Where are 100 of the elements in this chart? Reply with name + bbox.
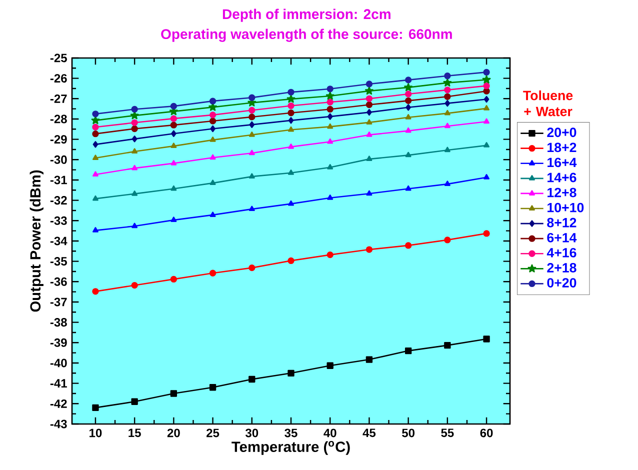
y-tick-label: -29 bbox=[50, 135, 67, 144]
point bbox=[483, 68, 490, 76]
y-tick-label: -26 bbox=[50, 74, 67, 83]
point bbox=[248, 206, 255, 212]
legend-label: 18+2 bbox=[548, 142, 576, 152]
point bbox=[404, 90, 412, 98]
point bbox=[366, 356, 373, 363]
point bbox=[249, 121, 255, 128]
point bbox=[327, 138, 334, 144]
point bbox=[286, 94, 296, 103]
point bbox=[444, 122, 450, 128]
point bbox=[405, 152, 412, 158]
point bbox=[483, 88, 490, 94]
point bbox=[288, 144, 294, 149]
point bbox=[248, 94, 256, 101]
point bbox=[288, 88, 294, 96]
point bbox=[326, 362, 334, 369]
x-tick-label: 20 bbox=[167, 428, 180, 438]
x-tick-label: 15 bbox=[128, 428, 141, 438]
point bbox=[326, 86, 334, 92]
point bbox=[248, 376, 256, 383]
point bbox=[170, 142, 177, 148]
point bbox=[288, 200, 294, 206]
point bbox=[444, 100, 450, 107]
point bbox=[327, 194, 334, 200]
y-tick-label: -33 bbox=[50, 216, 67, 225]
legend-label: 20+0 bbox=[547, 128, 576, 138]
legend-label: 0+20 bbox=[547, 278, 576, 288]
point bbox=[484, 105, 490, 110]
y-tick-label: -40 bbox=[50, 358, 67, 368]
x-tick-label: 40 bbox=[324, 428, 336, 438]
point bbox=[248, 114, 256, 120]
y-tick-label: -34 bbox=[50, 236, 68, 246]
x-tick-label: 60 bbox=[480, 428, 493, 438]
point bbox=[209, 384, 216, 391]
point bbox=[444, 342, 451, 349]
point bbox=[288, 170, 294, 175]
y-tick-label: -32 bbox=[50, 196, 67, 205]
point bbox=[288, 257, 294, 264]
point bbox=[92, 110, 99, 118]
point bbox=[366, 80, 373, 88]
point bbox=[288, 117, 294, 124]
point bbox=[131, 125, 138, 132]
chart-subtitle: Operating wavelength of the source: 660nm bbox=[161, 28, 452, 42]
point bbox=[366, 95, 373, 102]
point bbox=[326, 106, 334, 113]
point bbox=[406, 104, 411, 111]
point bbox=[92, 171, 98, 176]
point bbox=[288, 370, 294, 376]
point bbox=[405, 185, 412, 191]
x-tick-label: 55 bbox=[441, 428, 454, 438]
point bbox=[366, 108, 372, 116]
point bbox=[484, 174, 490, 180]
point bbox=[288, 102, 294, 110]
y-tick-label: -31 bbox=[50, 176, 67, 184]
y-tick-label: -42 bbox=[50, 399, 67, 408]
point bbox=[92, 124, 99, 130]
point bbox=[405, 114, 412, 120]
point bbox=[170, 216, 177, 222]
point bbox=[132, 190, 138, 196]
y-tick-label: -43 bbox=[50, 420, 67, 428]
point bbox=[210, 212, 216, 217]
legend-label: 4+16 bbox=[546, 248, 576, 258]
point bbox=[484, 96, 490, 103]
point bbox=[288, 126, 294, 132]
point bbox=[327, 123, 334, 129]
point bbox=[170, 276, 178, 283]
legend-label: 12+8 bbox=[548, 188, 576, 198]
legend-label: 10+10 bbox=[548, 202, 584, 212]
point bbox=[92, 404, 99, 412]
legend-label: 16+4 bbox=[548, 158, 577, 168]
point bbox=[92, 141, 98, 148]
point bbox=[132, 164, 138, 170]
y-tick-label: -35 bbox=[50, 257, 67, 266]
y-tick-label: -30 bbox=[50, 155, 67, 164]
y-tick-label: -36 bbox=[50, 277, 67, 286]
y-tick-label: -27 bbox=[50, 94, 67, 103]
point bbox=[209, 270, 216, 276]
point bbox=[170, 102, 178, 110]
point bbox=[248, 173, 255, 179]
y-tick-label: -41 bbox=[50, 379, 67, 388]
x-tick-label: 35 bbox=[284, 428, 298, 438]
point bbox=[404, 242, 412, 249]
point bbox=[170, 115, 178, 122]
point bbox=[443, 78, 452, 86]
point bbox=[209, 98, 216, 104]
point bbox=[210, 180, 216, 186]
legend-label: 8+12 bbox=[547, 218, 576, 228]
point bbox=[210, 136, 216, 142]
point bbox=[484, 142, 490, 148]
point bbox=[248, 150, 255, 156]
y-axis-title: Output Power (dBm) bbox=[30, 170, 44, 312]
point bbox=[91, 116, 100, 124]
point bbox=[248, 264, 256, 272]
point bbox=[444, 236, 451, 244]
y-tick-label: -37 bbox=[50, 298, 67, 306]
point bbox=[92, 227, 98, 232]
point bbox=[366, 101, 373, 108]
point bbox=[484, 118, 490, 124]
point bbox=[132, 222, 138, 228]
